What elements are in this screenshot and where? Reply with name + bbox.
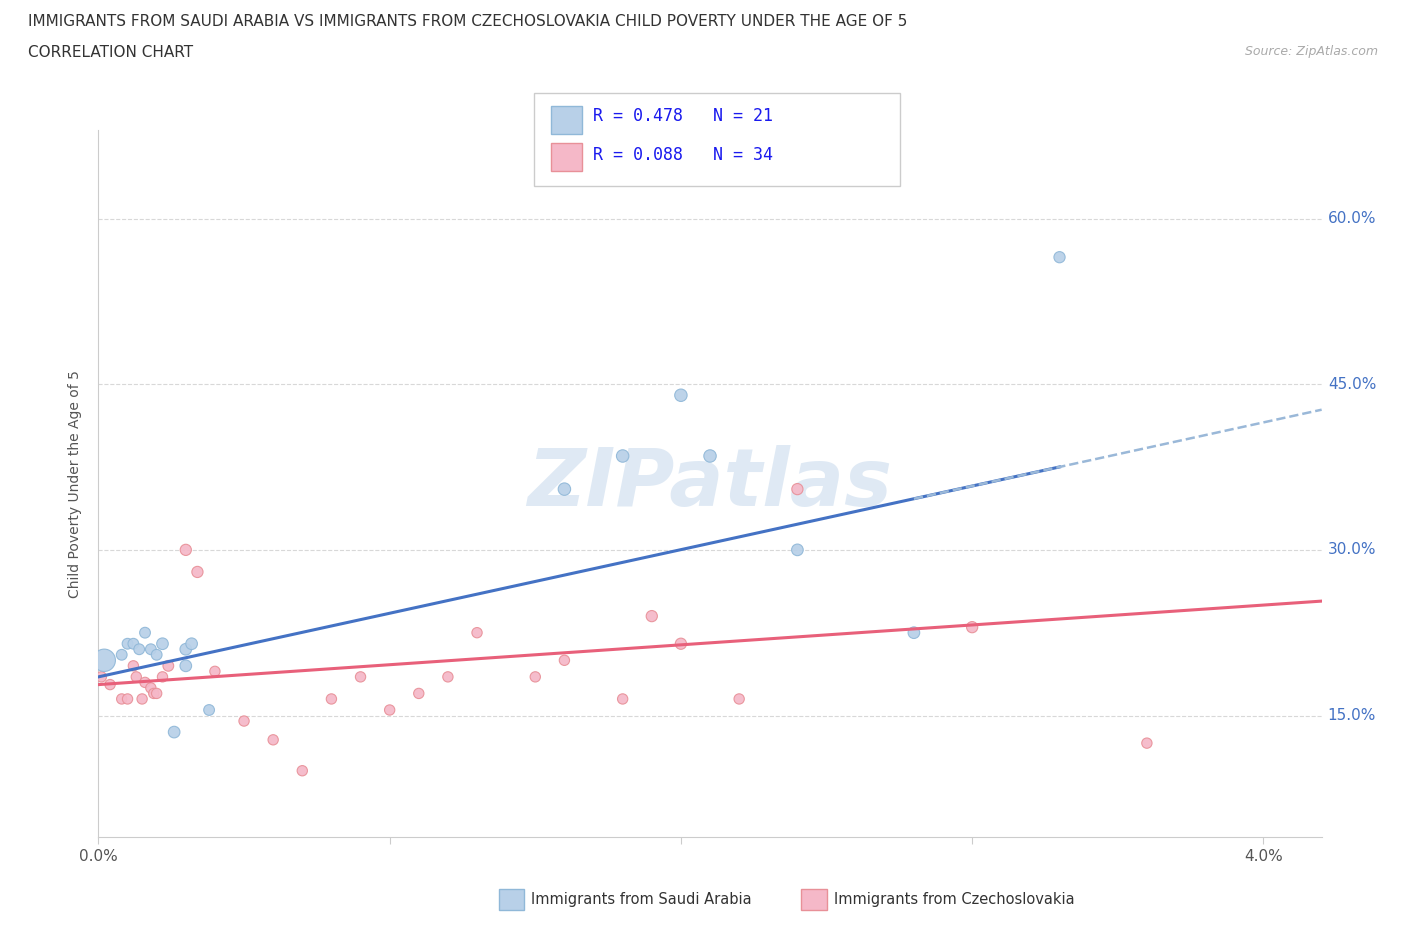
Point (291, 764, 314, 778)
Text: R = 0.088   N = 34: R = 0.088 N = 34 (593, 146, 773, 165)
Point (1049, 250, 1071, 265)
Point (198, 702, 221, 717)
Point (117, 636, 139, 651)
Text: CORRELATION CHART: CORRELATION CHART (28, 45, 193, 60)
Text: Source: ZipAtlas.com: Source: ZipAtlas.com (1244, 45, 1378, 58)
Point (669, 388, 692, 403)
Text: Immigrants from Saudi Arabia: Immigrants from Saudi Arabia (531, 892, 752, 907)
Point (180, 636, 202, 651)
Point (669, 636, 692, 651)
Point (903, 625, 925, 640)
Point (90, 670, 112, 684)
Point (553, 482, 575, 497)
Point (553, 653, 575, 668)
Y-axis label: Child Poverty Under the Age of 5: Child Poverty Under the Age of 5 (69, 369, 83, 598)
Point (186, 565, 208, 579)
Point (378, 702, 401, 717)
Text: 30.0%: 30.0% (1327, 542, 1376, 557)
Point (111, 692, 134, 707)
Point (699, 448, 721, 463)
Text: IMMIGRANTS FROM SAUDI ARABIA VS IMMIGRANTS FROM CZECHOSLOVAKIA CHILD POVERTY UND: IMMIGRANTS FROM SAUDI ARABIA VS IMMIGRAN… (28, 14, 907, 29)
Point (122, 636, 145, 651)
Point (437, 670, 460, 684)
Point (641, 609, 664, 624)
Point (131, 692, 153, 707)
Point (960, 619, 983, 634)
Point (174, 658, 197, 673)
Point (145, 686, 167, 701)
Point (134, 625, 156, 640)
Point (262, 733, 284, 748)
Point (125, 670, 148, 684)
Point (111, 647, 134, 662)
Point (408, 686, 430, 701)
Point (612, 448, 634, 463)
Point (174, 542, 197, 557)
Point (786, 542, 808, 557)
Point (98, 677, 121, 692)
Point (134, 675, 156, 690)
Point (128, 642, 150, 657)
Point (93, 653, 115, 668)
Point (786, 482, 808, 497)
Point (142, 686, 165, 701)
Point (145, 647, 167, 662)
Point (163, 724, 186, 739)
Point (1136, 736, 1159, 751)
Point (152, 636, 174, 651)
Point (152, 670, 174, 684)
Point (122, 658, 145, 673)
Point (139, 642, 162, 657)
Text: Immigrants from Czechoslovakia: Immigrants from Czechoslovakia (834, 892, 1074, 907)
Point (233, 713, 256, 728)
Point (524, 670, 547, 684)
Text: 15.0%: 15.0% (1327, 708, 1376, 723)
Point (465, 625, 488, 640)
Point (204, 664, 226, 679)
Point (157, 658, 180, 673)
Point (612, 692, 634, 707)
Point (349, 670, 371, 684)
Point (139, 681, 162, 696)
Point (117, 692, 139, 707)
Text: 60.0%: 60.0% (1327, 211, 1376, 226)
Text: 45.0%: 45.0% (1327, 377, 1376, 392)
Text: R = 0.478   N = 21: R = 0.478 N = 21 (593, 107, 773, 126)
Point (174, 642, 197, 657)
Point (728, 692, 751, 707)
Point (321, 692, 343, 707)
Text: ZIPatlas: ZIPatlas (527, 445, 893, 523)
